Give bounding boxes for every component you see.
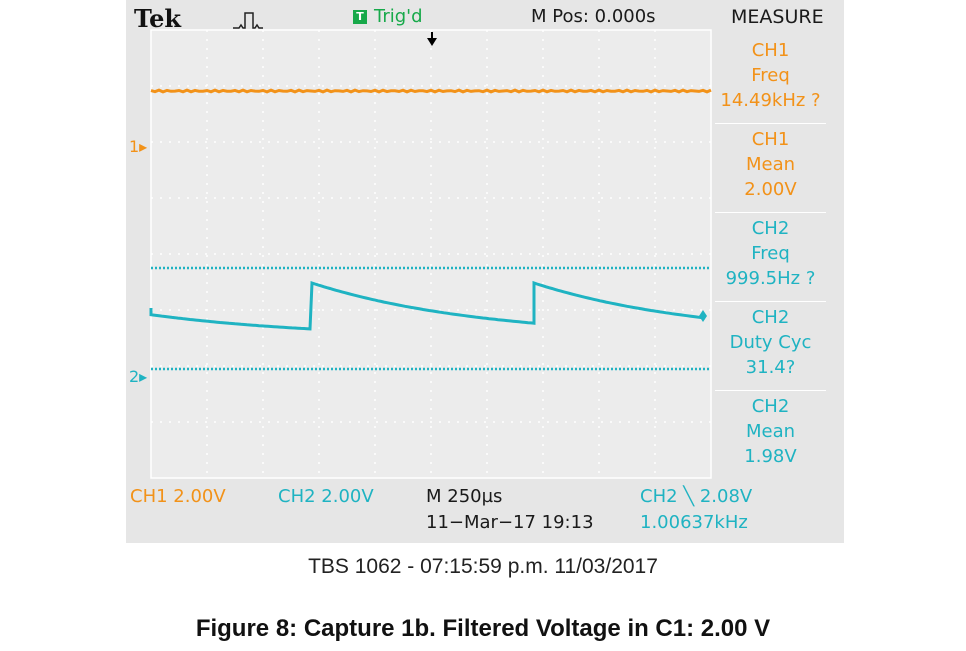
measure-name: Duty Cyc [729,332,812,353]
measure-value: 1.98V [744,446,797,467]
graticule-grid [150,29,712,479]
measure-name: Mean [745,421,796,442]
measure-ch1-freq[interactable]: CH1 Freq 14.49kHz ? [715,35,826,124]
trigger-setting: CH2 ╲ 2.08V [640,486,753,507]
measure-name: Mean [745,154,796,175]
ch1-trace [150,88,712,94]
oscilloscope-screen: 1▸ 2▸ Tek T Trig'd M Pos: 0.000s MEASURE … [126,0,844,543]
brand-logo: Tek [134,4,182,33]
measure-value: 14.49kHz ? [720,90,821,111]
measure-ch1-mean[interactable]: CH1 Mean 2.00V [715,124,826,213]
capture-caption: TBS 1062 - 07:15:59 p.m. 11/03/2017 [308,555,658,578]
trigger-status: Trig'd [374,6,423,27]
measure-panel: CH1 Freq 14.49kHz ? CH1 Mean 2.00V CH2 F… [715,35,826,480]
ch2-scale: CH2 2.00V [278,486,374,507]
m-position: M Pos: 0.000s [531,6,656,27]
ch2-trace [149,280,706,331]
trigger-frequency: 1.00637kHz [640,512,748,533]
ch2-marker: 2▸ [129,367,147,386]
measure-channel: CH2 [751,307,790,328]
trigger-level-marker [699,310,707,322]
measure-ch2-duty-cycle[interactable]: CH2 Duty Cyc 31.4? [715,302,826,391]
waveform-traces: 1▸ 2▸ [129,32,712,386]
measure-value: 999.5Hz ? [725,268,816,289]
measure-name: Freq [751,243,790,264]
measure-name: Freq [751,65,790,86]
measure-channel: CH1 [751,40,790,61]
waveform-display: 1▸ 2▸ [129,29,712,479]
date-time: 11−Mar−17 19:13 [426,512,594,533]
measure-channel: CH2 [751,218,790,239]
ch1-marker: 1▸ [129,137,147,156]
measure-ch2-freq[interactable]: CH2 Freq 999.5Hz ? [715,213,826,302]
measure-value: 2.00V [744,179,797,200]
measure-title: MEASURE [731,6,824,28]
trigger-position-marker [427,38,437,46]
measure-channel: CH2 [751,396,790,417]
figure-title: Figure 8: Capture 1b. Filtered Voltage i… [195,615,771,642]
measure-value: 31.4? [745,357,796,378]
measure-channel: CH1 [751,129,790,150]
trigger-waveform-icon [233,12,263,29]
trigger-badge: T [353,10,367,24]
ch1-scale: CH1 2.00V [130,486,226,507]
measure-ch2-mean[interactable]: CH2 Mean 1.98V [715,391,826,480]
timebase: M 250µs [426,486,503,507]
